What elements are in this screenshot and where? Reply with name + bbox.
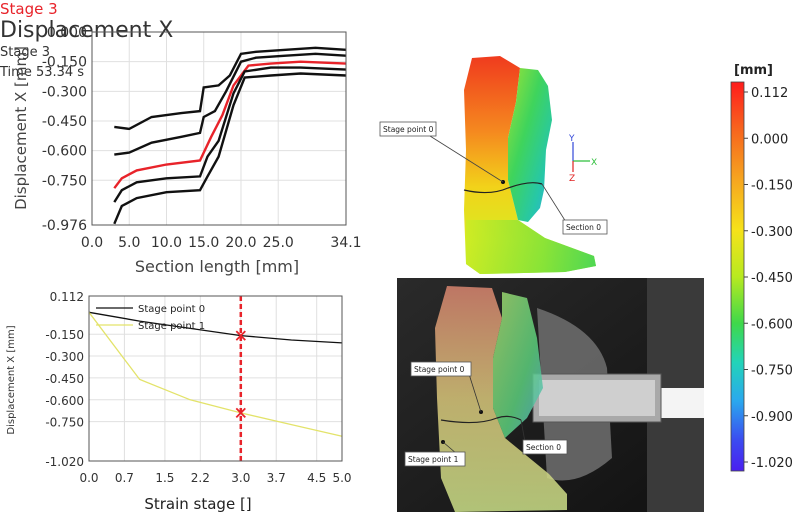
- x-tick-label: 3.7: [267, 471, 286, 485]
- x-tick-label: 0.0: [79, 471, 98, 485]
- contour-section-line: [463, 182, 543, 194]
- colorbar-label: -0.600: [751, 317, 793, 332]
- chart1-ylabel: Displacement X [mm]: [12, 46, 30, 210]
- y-tick-label: -0.450: [45, 372, 84, 386]
- chart2-xlabel: Strain stage []: [144, 495, 251, 513]
- legend-stage-point-0: Stage point 0: [138, 304, 205, 315]
- colorbar-label: -0.300: [751, 225, 793, 240]
- stage-info-stage: Stage 3: [0, 45, 50, 60]
- photo-section-label: Section 0: [526, 443, 561, 452]
- colorbar-label: -0.150: [751, 179, 793, 194]
- specimen-photo[interactable]: Stage point 0 Stage point 1 Section 0: [397, 278, 704, 512]
- colorbar-label: -1.020: [751, 456, 793, 471]
- y-tick-label: -0.450: [42, 114, 87, 130]
- x-tick-label: 2.2: [191, 471, 210, 485]
- y-tick-label: 0.112: [50, 290, 84, 304]
- x-tick-label: 1.5: [155, 471, 174, 485]
- chart1-lines: [113, 46, 347, 225]
- svg-text:X: X: [591, 158, 597, 168]
- displacement-title: Displacement X: [0, 18, 174, 43]
- x-tick-label: 5.0: [118, 235, 140, 251]
- series-line-1: [114, 52, 347, 156]
- svg-text:Z: Z: [569, 174, 575, 184]
- colorbar-label: -0.900: [751, 410, 793, 425]
- x-tick-label: 25.0: [263, 235, 294, 251]
- series-line-4: [113, 72, 347, 225]
- y-tick-label: -0.150: [45, 328, 84, 342]
- x-tick-label: 4.5: [307, 471, 326, 485]
- series-line-1: [88, 311, 343, 437]
- contour-bottom-region: [466, 220, 596, 274]
- colorbar-label: 0.112: [751, 86, 788, 101]
- series-line-2: [113, 60, 347, 189]
- axes-triad-icon: Y X Z: [568, 134, 597, 184]
- colorbar-unit: [mm]: [734, 63, 773, 78]
- photo-specimen-right: [493, 292, 543, 438]
- y-tick-label: -0.976: [42, 218, 87, 234]
- y-tick-label: 0.000: [47, 25, 87, 41]
- colorbar-label: -0.450: [751, 271, 793, 286]
- chart1-xlabel: Section length [mm]: [135, 257, 299, 276]
- current-stage-label: Stage 3: [0, 0, 58, 18]
- photo-section-line: [440, 415, 522, 424]
- y-tick-label: -0.150: [42, 55, 87, 71]
- colorbar-gradient: [730, 81, 745, 472]
- y-tick-label: -0.750: [42, 173, 87, 189]
- svg-text:Y: Y: [568, 134, 575, 144]
- strain-stage-chart: Stage point 0 Stage point 1 0.0 0.7 1.5 2.2…: [6, 290, 352, 513]
- photo-stage-point-0-label: Stage point 0: [414, 365, 465, 374]
- x-tick-label: 20.0: [225, 235, 256, 251]
- series-line-0: [114, 46, 347, 131]
- chart2-lines: [88, 296, 343, 461]
- x-tick-label: 0.7: [115, 471, 134, 485]
- y-tick-label: -0.300: [42, 84, 87, 100]
- contour-left-region: [464, 56, 596, 274]
- series-line-0: [88, 311, 343, 344]
- chart2-grid: [88, 295, 343, 462]
- y-tick-label: -0.750: [45, 416, 84, 430]
- contour-stage-point-label: Stage point 0: [383, 125, 434, 134]
- colorbar-label: -0.750: [751, 364, 793, 379]
- chart1-ticks: 0.0 5.0 10.0 15.0 20.0 25.0 34.1 0.000 -0.150 -0.…: [42, 25, 362, 251]
- chart2-ticks: 0.0 0.7 1.5 2.2 3.0 3.7 4.5 5.0 0.112 -0.150 -0.30…: [45, 290, 351, 485]
- colorbar-legend: [mm] 0.112 0.000 -0.150 -0.300 -0.450 -0.600 -…: [730, 63, 793, 472]
- chart1-plot-frame: [91, 31, 347, 226]
- x-tick-label: 3.0: [231, 471, 250, 485]
- chart2-plot-frame: [88, 295, 343, 462]
- photo-specimen-left: [435, 286, 567, 512]
- chart2-legend: Stage point 0 Stage point 1: [96, 304, 205, 332]
- legend-stage-point-1: Stage point 1: [138, 321, 205, 332]
- x-tick-label: 5.0: [332, 471, 351, 485]
- y-tick-label: -1.020: [45, 455, 84, 469]
- section-displacement-chart: 0.0 5.0 10.0 15.0 20.0 25.0 34.1 0.000 -0.150 -0.…: [12, 25, 362, 276]
- stage-info-time: Time 53.34 s: [0, 65, 85, 80]
- x-tick-label: 34.1: [330, 235, 361, 251]
- colorbar-label: 0.000: [751, 132, 788, 147]
- stage-marker: [235, 407, 246, 419]
- contour-section-label: Section 0: [566, 223, 601, 232]
- y-tick-label: -0.300: [45, 350, 84, 364]
- x-tick-label: 0.0: [81, 235, 103, 251]
- y-tick-label: -0.600: [45, 394, 84, 408]
- x-tick-label: 15.0: [188, 235, 219, 251]
- stage-marker: [235, 330, 246, 341]
- y-tick-label: -0.600: [42, 144, 87, 160]
- x-tick-label: 10.0: [151, 235, 182, 251]
- photo-stage-point-1-label: Stage point 1: [408, 455, 459, 464]
- stage-info: Stage 3 Time 53.34 s: [0, 43, 795, 83]
- chart2-ylabel: Displacement X [mm]: [6, 325, 17, 434]
- series-line-3: [113, 66, 347, 203]
- colorbar-labels: 0.112 0.000 -0.150 -0.300 -0.450 -0.600 -0.750…: [744, 86, 793, 471]
- displacement-contour-plot[interactable]: Stage point 0 Section 0 Y X Z: [370, 50, 620, 280]
